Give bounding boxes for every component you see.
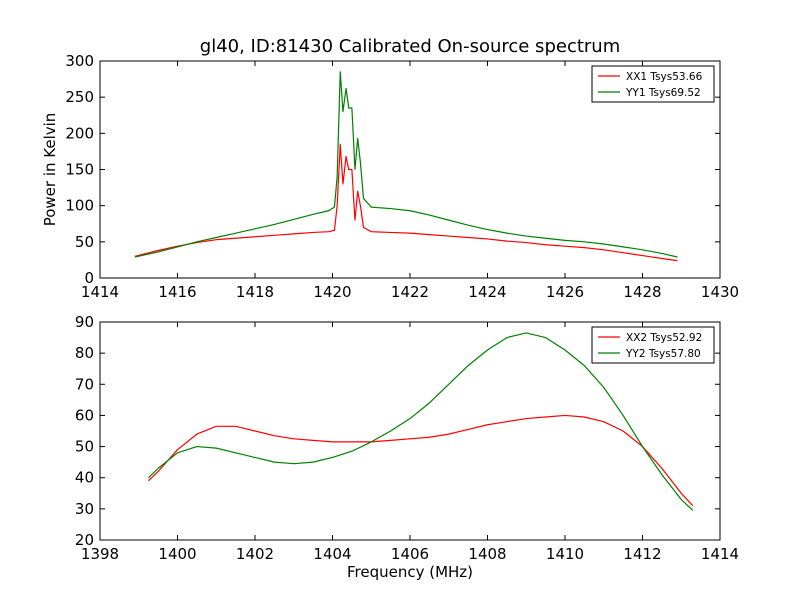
x-tick-label: 1408	[468, 545, 506, 563]
series-line-2	[148, 332, 694, 511]
x-tick-label: 1420	[313, 283, 351, 301]
series-line-2	[134, 71, 678, 258]
y-tick-label: 80	[75, 344, 94, 362]
x-tick-label: 1400	[158, 545, 196, 563]
y-tick-label: 300	[65, 52, 94, 70]
y-tick-label: 50	[75, 233, 94, 251]
x-tick-label: 1416	[158, 283, 196, 301]
legend-label: YY2 Tsys57.80	[625, 348, 701, 360]
x-tick-label: 1414	[701, 545, 739, 563]
x-tick-label: 1428	[623, 283, 661, 301]
y-tick-label: 200	[65, 124, 94, 142]
legend-label: YY1 Tsys69.52	[625, 87, 701, 99]
x-tick-label: 1410	[546, 545, 584, 563]
y-tick-label: 40	[75, 469, 94, 487]
x-tick-label: 1412	[623, 545, 661, 563]
x-tick-label: 1418	[236, 283, 274, 301]
legend-label: XX2 Tsys52.92	[626, 332, 702, 344]
y-tick-label: 90	[75, 313, 94, 331]
y-tick-label: 150	[65, 161, 94, 179]
y-tick-label: 50	[75, 438, 94, 456]
y-tick-label: 0	[84, 269, 94, 287]
x-tick-label: 1398	[81, 545, 119, 563]
x-tick-label: 1422	[391, 283, 429, 301]
series-line-1	[148, 414, 694, 507]
y-tick-label: 60	[75, 406, 94, 424]
y-tick-label: 250	[65, 88, 94, 106]
y-tick-label: 30	[75, 500, 94, 518]
y-axis-label: Power in Kelvin	[41, 113, 59, 227]
x-tick-label: 1424	[468, 283, 506, 301]
bottom-spectrum-panel: 1398 1400 1402 1404 1406 1408 1410 1412 1414 20 30…	[75, 313, 739, 581]
x-tick-label: 1414	[81, 283, 119, 301]
figure-title: gl40, ID:81430 Calibrated On-source spec…	[200, 36, 620, 57]
top-spectrum-panel: 1414 1416 1418 1420 1422 1424 1426 1428 1430 0 50 1…	[41, 52, 739, 301]
x-tick-label: 1404	[313, 545, 351, 563]
x-axis-label: Frequency (MHz)	[347, 563, 473, 581]
x-tick-label: 1406	[391, 545, 429, 563]
series-line-1	[134, 143, 678, 262]
legend-box	[591, 65, 715, 103]
y-tick-label: 20	[75, 531, 94, 549]
legend-label: XX1 Tsys53.66	[626, 71, 703, 83]
x-tick-label: 1430	[701, 283, 739, 301]
legend-box	[591, 326, 715, 364]
x-tick-label: 1426	[546, 283, 584, 301]
y-tick-label: 70	[75, 375, 94, 393]
x-tick-label: 1402	[236, 545, 274, 563]
y-tick-label: 100	[65, 197, 94, 215]
